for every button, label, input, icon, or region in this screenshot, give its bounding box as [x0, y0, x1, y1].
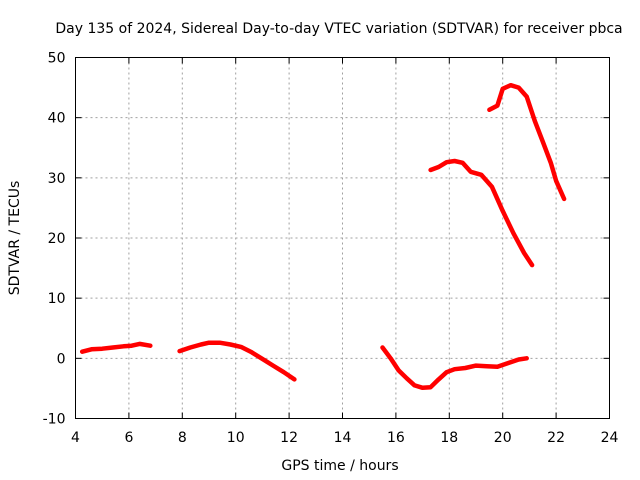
y-tick-label: -10	[43, 412, 66, 428]
x-tick-label: 14	[334, 430, 352, 446]
y-tick-label: 30	[48, 171, 66, 187]
y-tick-label: 50	[48, 51, 66, 67]
chart-title: Day 135 of 2024, Sidereal Day-to-day VTE…	[55, 21, 622, 37]
x-tick-label: 16	[387, 430, 405, 446]
grid-lines	[75, 57, 610, 419]
y-tick-label: 40	[48, 111, 66, 127]
x-tick-label: 22	[547, 430, 565, 446]
plot-area	[79, 82, 567, 391]
axis-ticks: 4 6 8 10 12 14 16 18 20 22 24 -10 0 10 20 30 40 50	[43, 51, 619, 447]
x-tick-label: 10	[227, 430, 245, 446]
series-line-segment-4	[428, 158, 535, 268]
x-tick-label: 24	[601, 430, 619, 446]
x-tick-label: 6	[124, 430, 133, 446]
y-tick-label: 10	[48, 291, 66, 307]
y-tick-label: 20	[48, 231, 66, 247]
x-tick-label: 20	[494, 430, 512, 446]
x-tick-label: 4	[71, 430, 80, 446]
y-tick-label: 0	[57, 351, 66, 367]
series-line-segment-1	[79, 341, 153, 354]
x-tick-label: 8	[178, 430, 187, 446]
series-line-segment-5	[487, 82, 567, 202]
series-line-segment-3	[380, 345, 529, 391]
y-axis-label: SDTVAR / TECUs	[7, 181, 23, 296]
x-tick-label: 18	[440, 430, 458, 446]
series-line-segment-2	[177, 340, 297, 382]
x-tick-label: 12	[280, 430, 298, 446]
x-axis-label: GPS time / hours	[281, 458, 398, 474]
